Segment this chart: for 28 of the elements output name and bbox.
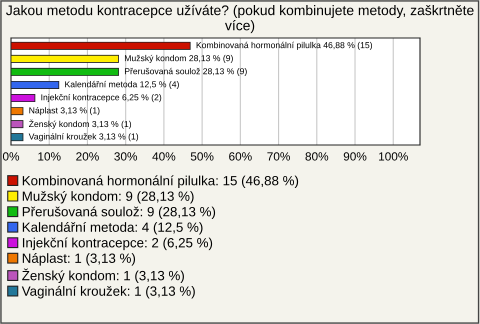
x-tick-label: 30% <box>114 152 138 161</box>
x-tick-label: 50% <box>190 152 214 161</box>
x-tick-label: 90% <box>344 152 366 161</box>
x-tick-label: 60% <box>229 152 252 161</box>
x-tick-label: 70% <box>267 152 290 161</box>
legend-label: Injekční kontracepce: 2 (6,25 %) <box>22 237 212 250</box>
data-label: Injekční kontracepce 6,25 % (2) <box>41 94 162 102</box>
x-tick-label: 100% <box>379 152 408 161</box>
x-tick-label: 80% <box>305 152 328 161</box>
data-label: Mužský kondom 28,13 % (9) <box>124 54 233 63</box>
x-tick-label: 0% <box>2 152 20 161</box>
data-label: Přerušovaná soulož 28,13 % (9) <box>124 68 247 76</box>
legend-label: Přerušovaná soulož: 9 (28,13 %) <box>22 206 216 220</box>
legend-label: Náplast: 1 (3,13 %) <box>22 253 136 266</box>
legend-label: Mužský kondom: 9 (28,13 %) <box>22 190 194 204</box>
x-tick-label: 20% <box>76 152 99 161</box>
data-label: Kombinovaná hormonální pilulka 46,88 % (15) <box>196 42 372 50</box>
x-tick-label: 40% <box>152 152 176 161</box>
legend-label: Kalendářní metoda: 4 (12,5 %) <box>22 222 202 235</box>
legend-label: Vaginální kroužek: 1 (3,13 %) <box>22 286 195 298</box>
data-label: Vaginální kroužek 3,13 % (1) <box>28 133 138 142</box>
x-tick-label: 10% <box>38 152 61 161</box>
data-label: Ženský kondom 3,13 % (1) <box>28 119 132 129</box>
data-label: Kalendářní metoda 12,5 % (4) <box>65 80 179 90</box>
legend-label: Ženský kondom: 1 (3,13 %) <box>22 268 184 283</box>
chart-title: Jakou metodu kontracepce užíváte? (pokud kombinujete metody, zaškrtněte více) <box>6 4 474 34</box>
data-label: Náplast 3,13 % (1) <box>29 107 100 116</box>
legend-label: Kombinovaná hormonální pilulka: 15 (46,88 %) <box>22 175 298 188</box>
